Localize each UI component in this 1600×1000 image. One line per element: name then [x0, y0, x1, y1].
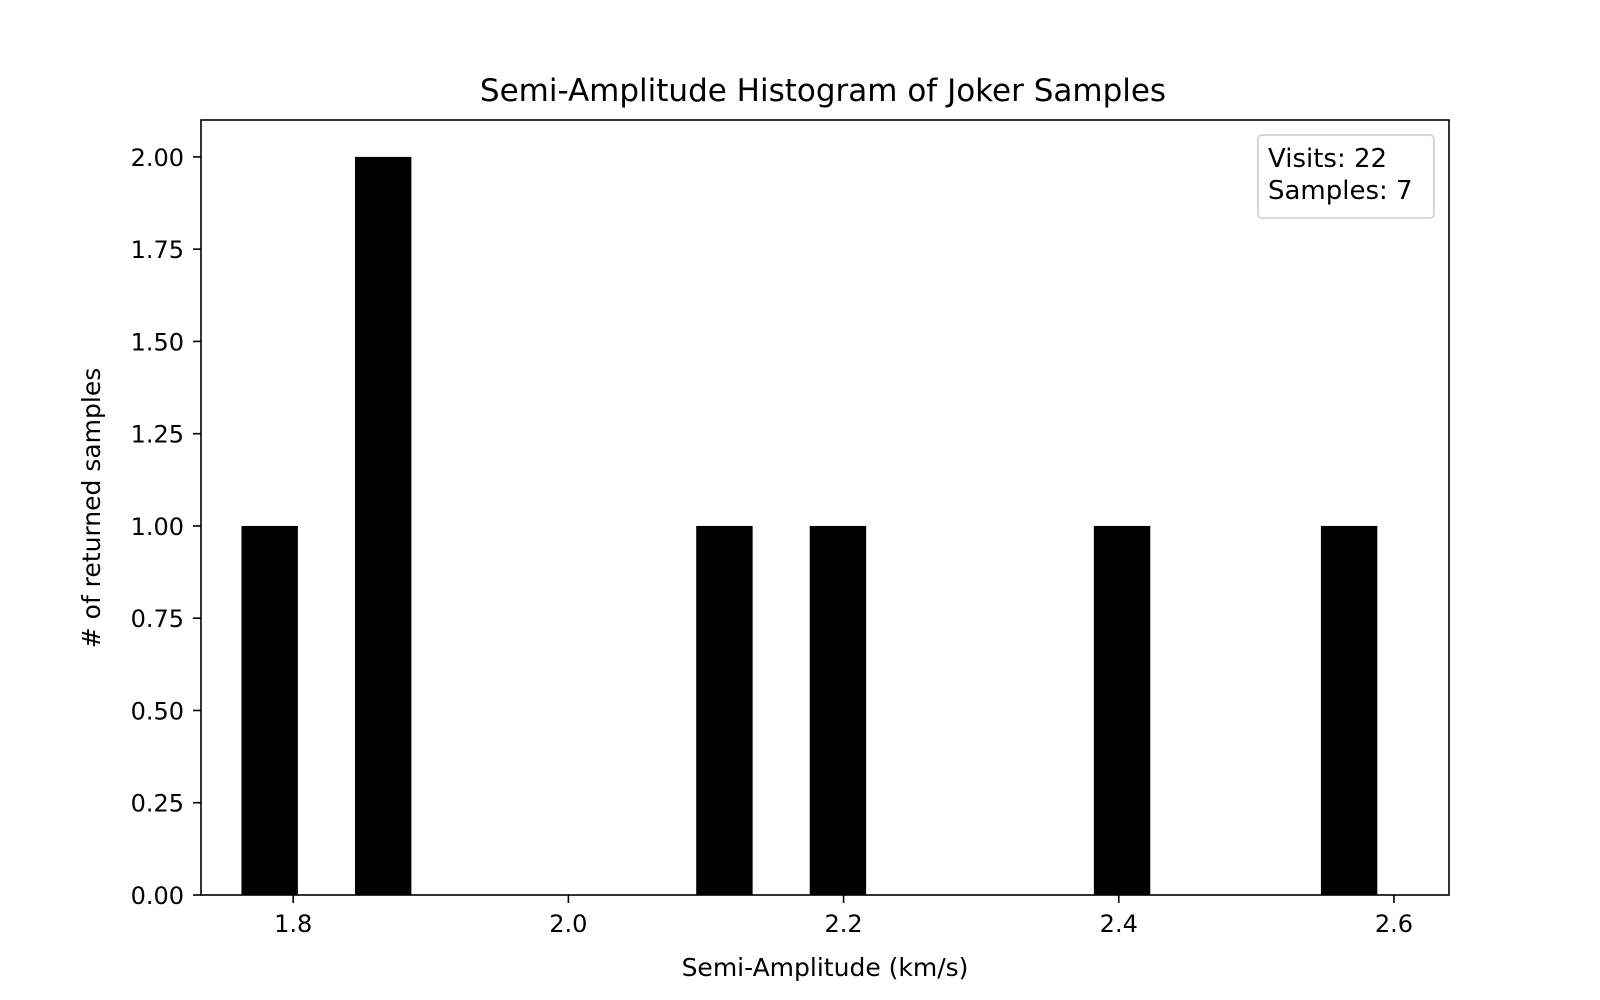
x-axis: 1.8 2.0 2.2 2.4 2.6	[274, 895, 1413, 938]
y-axis: 0.00 0.25 0.50 0.75 1.00 1.25 1.50 1.75 2.00	[131, 144, 201, 910]
legend-visits-text: Visits: 22	[1268, 144, 1387, 174]
histogram-bar-0	[241, 525, 298, 895]
x-tick-label-4: 2.6	[1375, 910, 1413, 938]
x-tick-label-1: 2.0	[549, 910, 587, 938]
x-tick-label-0: 1.8	[274, 910, 312, 938]
y-tick-label-6: 1.50	[131, 328, 184, 356]
histogram-bar-3	[809, 525, 867, 895]
y-tick-label-8: 2.00	[131, 144, 184, 172]
histogram-bar-4	[1093, 525, 1151, 895]
y-tick-label-0: 0.00	[131, 882, 184, 910]
y-tick-label-4: 1.00	[131, 513, 184, 541]
plot-frame	[200, 119, 1450, 896]
chart-title: Semi-Amplitude Histogram of Joker Sample…	[480, 73, 1166, 109]
histogram-bar-1	[354, 156, 412, 895]
legend-samples-text: Samples: 7	[1268, 176, 1413, 206]
y-tick-label-2: 0.50	[131, 697, 184, 725]
bars-layer	[241, 156, 1378, 895]
y-axis-label: # of returned samples	[77, 368, 106, 649]
y-tick-label-5: 1.25	[131, 421, 184, 449]
x-tick-label-3: 2.4	[1100, 910, 1138, 938]
histogram-bar-2	[696, 525, 753, 895]
y-tick-label-3: 0.75	[131, 605, 184, 633]
legend-box: Visits: 22 Samples: 7	[1257, 134, 1435, 219]
histogram-bar-5	[1320, 525, 1378, 895]
x-tick-label-2: 2.2	[824, 910, 862, 938]
legend-frame	[1257, 134, 1435, 219]
y-tick-label-1: 0.25	[131, 790, 184, 818]
x-axis-label: Semi-Amplitude (km/s)	[682, 953, 969, 982]
y-tick-label-7: 1.75	[131, 236, 184, 264]
